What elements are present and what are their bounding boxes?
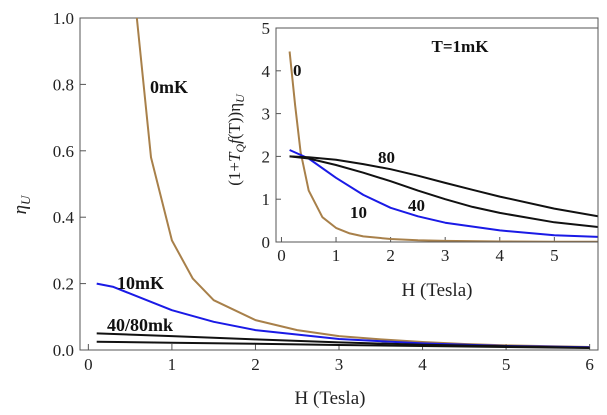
inset-y-tick-label: 4 (262, 62, 271, 81)
inset-y-tick-label: 0 (262, 233, 271, 252)
main-x-tick-label: 6 (585, 355, 594, 374)
inset-x-tick-label: 0 (277, 246, 286, 265)
main-x-tick-label: 5 (502, 355, 511, 374)
inset-series-line-2 (289, 155, 598, 228)
main-x-tick-label: 3 (335, 355, 344, 374)
main-y-tick-label: 1.0 (53, 9, 74, 28)
inset-series-line-1 (289, 149, 598, 238)
inset-background (276, 28, 598, 242)
inset-series-line-3 (289, 155, 598, 218)
inset-y-tick-label: 1 (262, 190, 271, 209)
main-x-tick-label: 1 (168, 355, 177, 374)
inset-y-tick-label: 2 (262, 147, 271, 166)
inset-x-tick-label: 2 (386, 246, 395, 265)
inset-series-label-40: 40 (408, 196, 425, 215)
main-y-tick-label: 0.4 (53, 208, 75, 227)
inset-y-axis-label: (1+TQf(T))ηU (225, 93, 247, 186)
inset-x-tick-label: 3 (441, 246, 450, 265)
inset-x-tick-label: 1 (332, 246, 341, 265)
inset-plot: 0 1 2 3 4 5 0 1 2 3 4 5 T=1mK H (Tesla) (1+TQf(T))η… (225, 19, 599, 301)
inset-x-tick-label: 4 (496, 246, 505, 265)
inset-series-label-80: 80 (378, 148, 395, 167)
main-series-line-3 (96, 340, 590, 349)
main-y-tick-label: 0.6 (53, 142, 74, 161)
main-y-tick-label: 0.8 (53, 75, 74, 94)
inset-y-tick-label: 3 (262, 105, 271, 124)
main-x-tick-label: 0 (84, 355, 93, 374)
series-label-0mk: 0mK (150, 77, 188, 97)
series-label-10mk: 10mK (117, 273, 164, 293)
series-label-40-80mk: 40/80mk (107, 315, 173, 335)
inset-series-label-10: 10 (350, 203, 367, 222)
main-x-tick-label: 4 (418, 355, 427, 374)
main-series-group (96, 18, 590, 349)
inset-y-tick-label: 5 (262, 19, 271, 38)
inset-series-group (288, 51, 598, 242)
inset-series-label-0: 0 (293, 61, 302, 80)
inset-tick-labels: 0 1 2 3 4 5 0 1 2 3 4 5 (262, 19, 559, 265)
main-x-tick-label: 2 (251, 355, 260, 374)
main-y-tick-label: 0.0 (53, 341, 74, 360)
inset-title: T=1mK (432, 37, 490, 56)
inset-x-tick-label: 5 (550, 246, 559, 265)
main-y-tick-label: 0.2 (53, 275, 74, 294)
inset-plot-frame (275, 27, 599, 243)
main-plot: 0 1 2 3 4 5 6 0.0 0.2 0.4 0.6 0.8 1.0 H (Tesla) ηU 0… (10, 9, 599, 409)
main-y-axis-label: ηU (10, 194, 33, 214)
main-x-axis-label: H (Tesla) (295, 388, 366, 409)
main-tick-labels: 0 1 2 3 4 5 6 0.0 0.2 0.4 0.6 0.8 1.0 (53, 9, 594, 374)
inset-x-axis-label: H (Tesla) (402, 280, 473, 301)
